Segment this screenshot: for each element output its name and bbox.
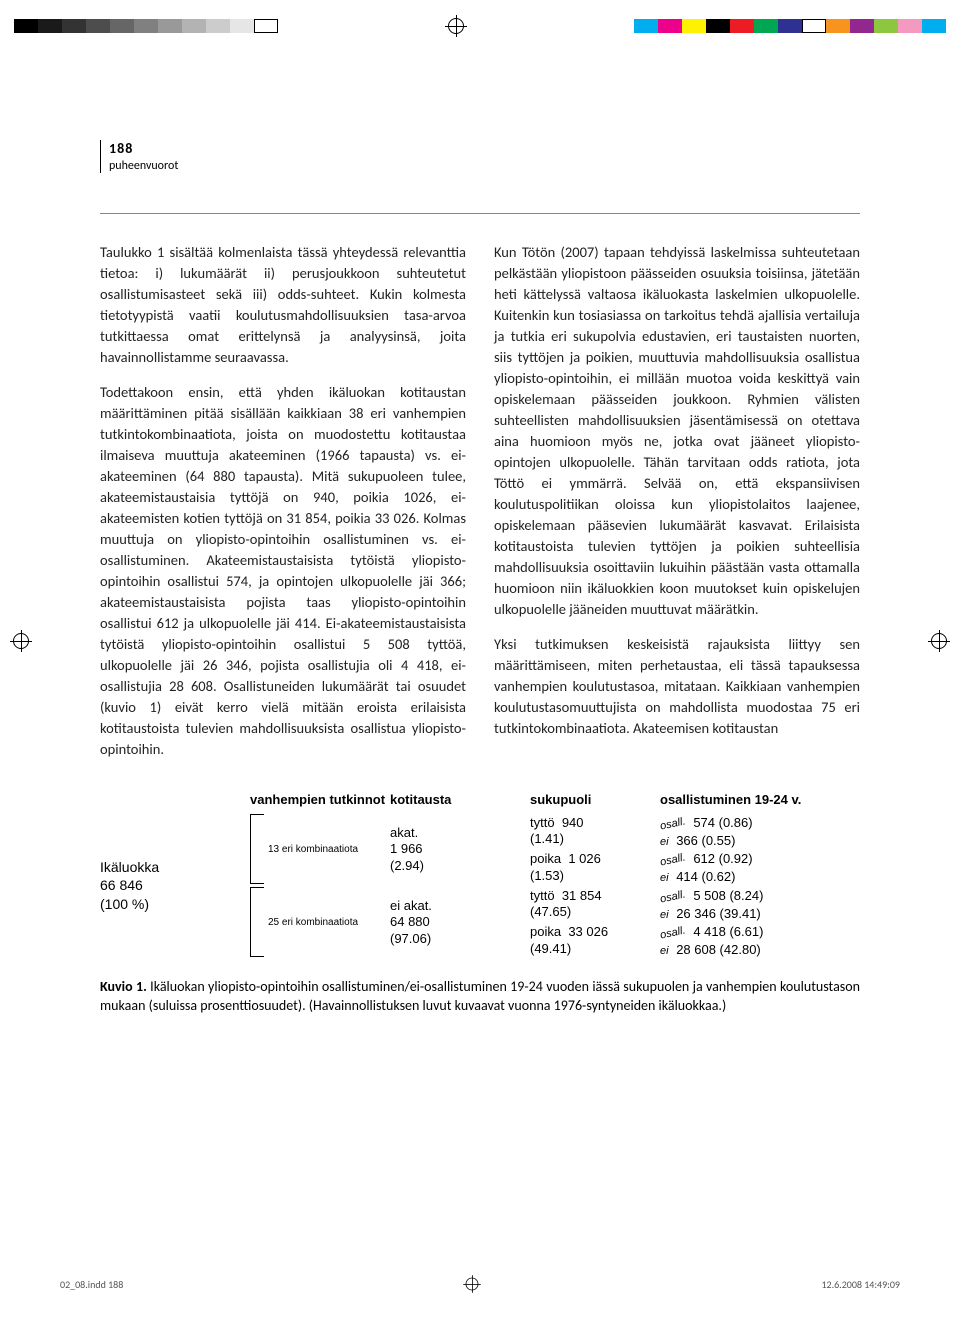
node-pct: (49.41) — [530, 941, 571, 956]
tree-headers: vanhempien tutkinnot kotitausta sukupuol… — [100, 792, 860, 807]
bracket-icon — [250, 887, 264, 957]
gender-label: poika — [530, 851, 561, 866]
page-number: 188 — [109, 140, 860, 157]
caption-text: Ikäluokan yliopisto-opintoihin osallistu… — [100, 978, 860, 1015]
tree-leaf: osall. 574 (0.86) — [660, 814, 860, 831]
node-n: 940 — [562, 815, 584, 830]
body-paragraph: Taulukko 1 sisältää kolmenlaista tässä y… — [100, 242, 466, 368]
node-label: akat. — [390, 825, 418, 840]
node-n: 1 026 — [568, 851, 601, 866]
color-swatches — [634, 19, 946, 33]
tree-leaf: ei 366 (0.55) — [660, 832, 860, 849]
body-columns: Taulukko 1 sisältää kolmenlaista tässä y… — [100, 242, 860, 764]
combination-note: 13 eri kombinaatiota — [268, 844, 358, 855]
root-pct: (100 %) — [100, 895, 250, 914]
node-n: 33 026 — [568, 924, 608, 939]
node-n: 64 880 — [390, 914, 530, 930]
page-content: 188 puheenvuorot Taulukko 1 sisältää kol… — [100, 140, 860, 1016]
page-footer: 02_08.indd 188 12.6.2008 14:49:09 — [60, 1273, 900, 1295]
edge-label: osall. — [659, 924, 687, 941]
node-n: 1 966 — [390, 841, 530, 857]
page-header: 188 puheenvuorot — [100, 140, 860, 173]
node-pct: (1.41) — [530, 831, 564, 846]
registration-mark-icon — [928, 630, 950, 652]
tree-node: ei akat. 64 880 (97.06) — [390, 896, 530, 949]
leaf-value: 574 (0.86) — [693, 815, 752, 830]
tree-header: osallistuminen 19-24 v. — [660, 792, 860, 807]
tree-header: kotitausta — [390, 792, 530, 807]
tree-node: poika 33 026 (49.41) — [530, 922, 660, 959]
body-paragraph: Kun Tötön (2007) tapaan tehdyissä laskel… — [494, 242, 860, 620]
tree-leaf: osall. 612 (0.92) — [660, 850, 860, 867]
edge-label: osall. — [659, 851, 687, 868]
tree-header: vanhempien tutkinnot — [250, 792, 390, 807]
edge-label: ei — [660, 872, 669, 884]
root-label: Ikäluokka — [100, 858, 250, 877]
leaf-value: 366 (0.55) — [676, 833, 735, 848]
body-paragraph: Yksi tutkimuksen keskeisistä rajauksista… — [494, 634, 860, 739]
tree-body: Ikäluokka 66 846 (100 %) 13 eri kombinaa… — [100, 813, 860, 959]
edge-label: osall. — [659, 888, 687, 905]
printer-marks — [14, 14, 946, 38]
registration-mark-icon — [445, 15, 467, 37]
node-pct: (2.94) — [390, 858, 530, 874]
root-n: 66 846 — [100, 876, 250, 895]
body-paragraph: Todettakoon ensin, että yhden ikäluokan … — [100, 382, 466, 760]
leaf-value: 26 346 (39.41) — [676, 906, 761, 921]
tree-leaf: osall. 4 418 (6.61) — [660, 923, 860, 940]
node-n: 31 854 — [562, 888, 602, 903]
leaf-value: 414 (0.62) — [676, 869, 735, 884]
tree-node: akat. 1 966 (2.94) — [390, 823, 530, 876]
leaf-value: 4 418 (6.61) — [693, 924, 763, 939]
node-label: ei akat. — [390, 898, 432, 913]
bracket-icon — [250, 814, 264, 884]
registration-mark-icon — [464, 1275, 482, 1293]
edge-label: ei — [660, 909, 669, 921]
section-label: puheenvuorot — [109, 159, 860, 173]
tree-node: tyttö 31 854 (47.65) — [530, 886, 660, 923]
tree-branch: 25 eri kombinaatiota — [250, 887, 390, 957]
leaf-value: 5 508 (8.24) — [693, 888, 763, 903]
tree-node: tyttö 940 (1.41) — [530, 813, 660, 850]
edge-label: ei — [660, 945, 669, 957]
tree-node: poika 1 026 (1.53) — [530, 849, 660, 886]
leaf-value: 612 (0.92) — [693, 851, 752, 866]
greyscale-bar — [14, 19, 278, 33]
registration-mark-icon — [10, 630, 32, 652]
tree-leaf: ei 28 608 (42.80) — [660, 941, 860, 958]
tree-header: sukupuoli — [530, 792, 660, 807]
edge-label: osall. — [659, 815, 687, 832]
figure-caption: Kuvio 1. Ikäluokan yliopisto-opintoihin … — [100, 977, 860, 1016]
gender-label: tyttö — [530, 815, 555, 830]
edge-label: ei — [660, 836, 669, 848]
node-pct: (47.65) — [530, 904, 571, 919]
footer-left: 02_08.indd 188 — [60, 1278, 123, 1291]
tree-leaf: ei 26 346 (39.41) — [660, 905, 860, 922]
tree-leaf: ei 414 (0.62) — [660, 868, 860, 885]
node-pct: (97.06) — [390, 931, 530, 947]
tree-branch: 13 eri kombinaatiota — [250, 814, 390, 884]
gender-label: tyttö — [530, 888, 555, 903]
footer-right: 12.6.2008 14:49:09 — [821, 1278, 900, 1291]
node-pct: (1.53) — [530, 868, 564, 883]
figure-1: vanhempien tutkinnot kotitausta sukupuol… — [100, 792, 860, 1016]
gender-label: poika — [530, 924, 561, 939]
tree-root: Ikäluokka 66 846 (100 %) — [100, 858, 250, 915]
leaf-value: 28 608 (42.80) — [676, 942, 761, 957]
caption-label: Kuvio 1. — [100, 978, 147, 995]
tree-leaf: osall. 5 508 (8.24) — [660, 887, 860, 904]
combination-note: 25 eri kombinaatiota — [268, 917, 358, 928]
